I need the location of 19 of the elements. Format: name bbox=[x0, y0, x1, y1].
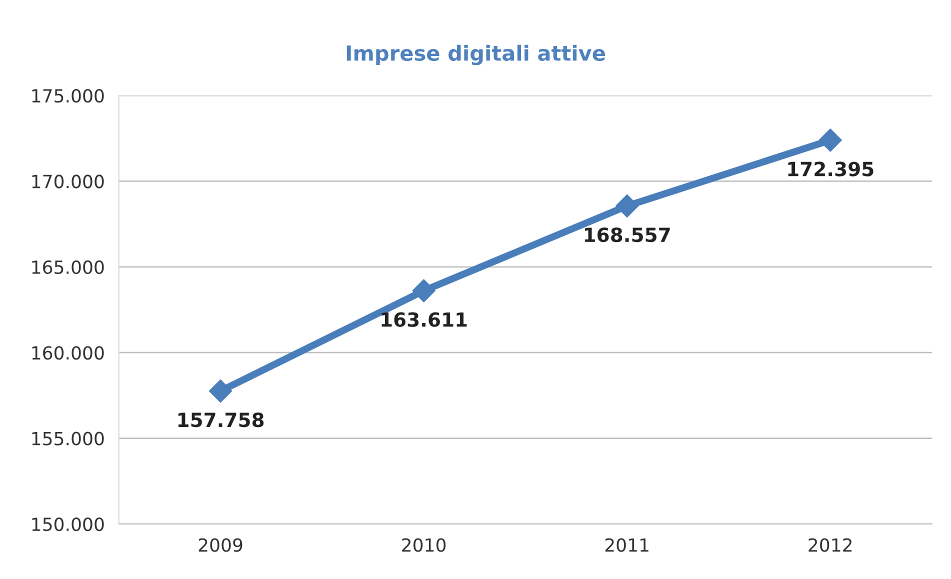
y-tick-label: 150.000 bbox=[32, 517, 104, 532]
chart-title: Imprese digitali attive bbox=[346, 44, 606, 66]
point bbox=[616, 194, 639, 218]
y-tick-label: 175.000 bbox=[32, 88, 104, 103]
y-tick-label: 155.000 bbox=[32, 432, 104, 446]
x-tick-label: 2012 bbox=[808, 538, 852, 552]
y-tick-label: 170.000 bbox=[32, 174, 104, 188]
y-tick-label: 165.000 bbox=[32, 260, 104, 274]
data-label: 163.611 bbox=[382, 312, 467, 327]
y-tick-label: 160.000 bbox=[32, 346, 104, 360]
x-tick-label: 2009 bbox=[198, 538, 242, 552]
data-label: 172.395 bbox=[788, 162, 874, 176]
point bbox=[209, 380, 232, 403]
data-label: 168.557 bbox=[584, 227, 670, 242]
x-tick-label: 2011 bbox=[605, 538, 648, 552]
data-label: 157.758 bbox=[178, 412, 264, 428]
point bbox=[818, 128, 842, 152]
point bbox=[412, 279, 436, 302]
x-tick-label: 2010 bbox=[402, 538, 446, 552]
